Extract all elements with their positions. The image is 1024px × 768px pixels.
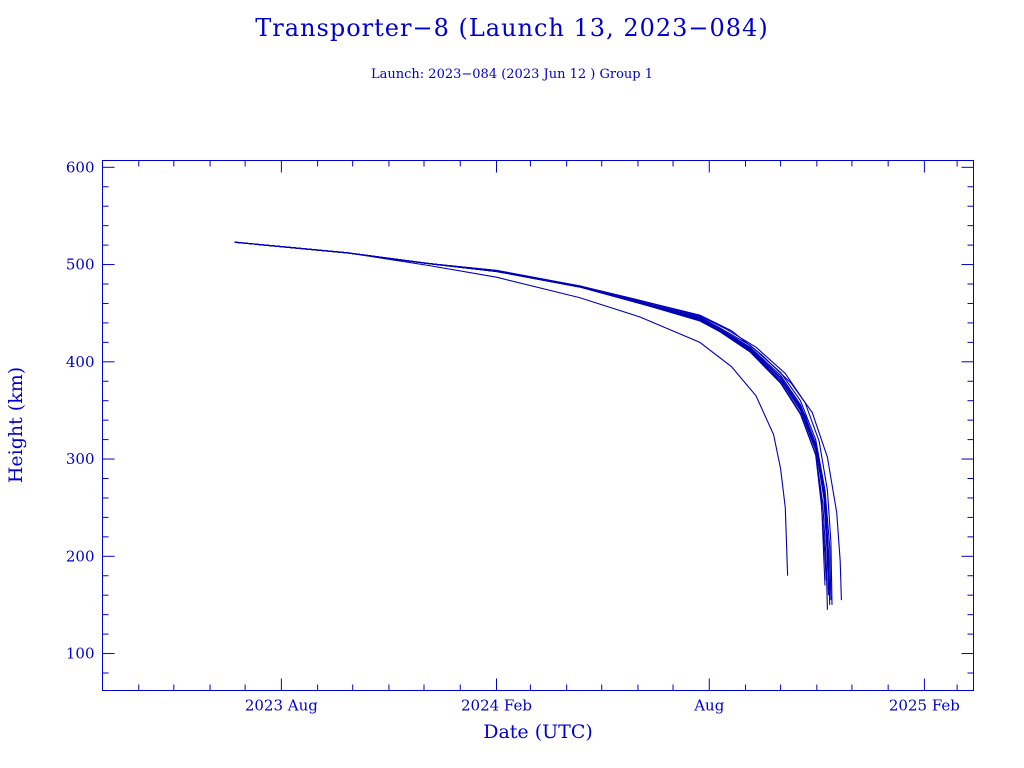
x-tick-label: 2024 Feb — [461, 697, 532, 715]
x-tick-label: 2025 Feb — [889, 697, 960, 715]
chart-subtitle: Launch: 2023−084 (2023 Jun 12 ) Group 1 — [371, 67, 653, 82]
series-line-object-11 — [234, 241, 831, 591]
x-axis-title: Date (UTC) — [483, 721, 593, 743]
series-line-object-7 — [234, 241, 832, 601]
series-line-object-5 — [234, 241, 827, 581]
series-line-object-8 — [234, 241, 830, 591]
y-axis-title: Height (km) — [5, 367, 27, 483]
series-lines — [234, 241, 842, 610]
y-tick-label: 400 — [66, 353, 95, 371]
x-tick-label: 2023 Aug — [245, 697, 318, 715]
series-line-object-2 — [234, 241, 826, 586]
series-line-object-4 — [234, 241, 830, 596]
y-tick-label: 300 — [66, 450, 95, 468]
series-line-object-6 — [234, 241, 831, 605]
series-line-object-3 — [234, 241, 828, 610]
series-line-object-9 — [234, 241, 833, 605]
y-tick-label: 200 — [66, 547, 95, 565]
series-line-object-1 — [234, 241, 789, 576]
y-tick-label: 500 — [66, 256, 95, 274]
tick-labels: 100 200 300 400 500 600 2023 Aug 2024 Feb Aug 202… — [66, 158, 960, 714]
y-tick-label: 600 — [66, 158, 95, 176]
x-tick-label: Aug — [693, 697, 724, 715]
chart-title: Transporter−8 (Launch 13, 2023−084) — [255, 14, 769, 42]
series-line-object-10 — [234, 241, 842, 601]
plot-frame — [102, 160, 974, 691]
axis-ticks — [102, 160, 974, 691]
y-tick-label: 100 — [66, 645, 95, 663]
